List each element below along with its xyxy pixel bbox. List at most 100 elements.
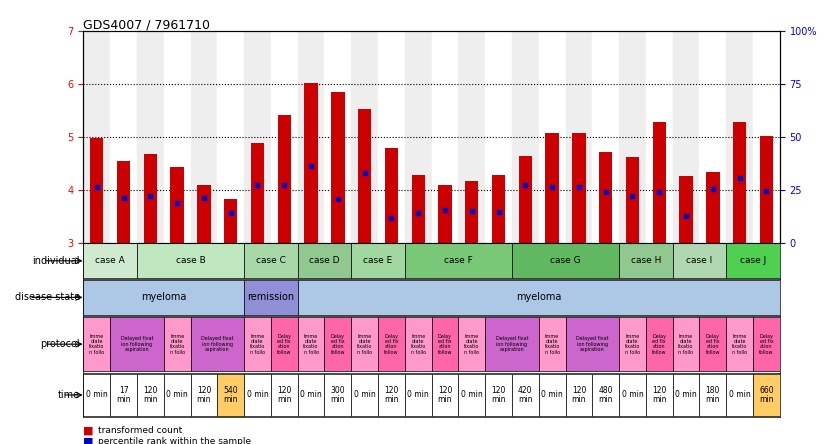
FancyBboxPatch shape bbox=[619, 373, 646, 416]
FancyBboxPatch shape bbox=[619, 243, 673, 278]
FancyBboxPatch shape bbox=[190, 317, 244, 372]
Bar bbox=[726, 31, 753, 242]
Text: 120
min: 120 min bbox=[652, 386, 666, 404]
Text: 0 min: 0 min bbox=[247, 390, 269, 400]
FancyBboxPatch shape bbox=[459, 317, 485, 372]
Bar bbox=[485, 31, 512, 242]
Text: Imme
diate
fixatio
n follo: Imme diate fixatio n follo bbox=[464, 333, 480, 355]
FancyBboxPatch shape bbox=[404, 317, 432, 372]
Text: 0 min: 0 min bbox=[407, 390, 429, 400]
FancyBboxPatch shape bbox=[565, 317, 619, 372]
Bar bbox=[117, 161, 130, 242]
FancyBboxPatch shape bbox=[137, 243, 244, 278]
FancyBboxPatch shape bbox=[646, 317, 673, 372]
FancyBboxPatch shape bbox=[298, 373, 324, 416]
Text: case B: case B bbox=[176, 256, 205, 266]
Bar bbox=[439, 186, 452, 242]
Text: case I: case I bbox=[686, 256, 712, 266]
FancyBboxPatch shape bbox=[700, 317, 726, 372]
Bar bbox=[331, 92, 344, 242]
Text: Imme
diate
fixatio
n follo: Imme diate fixatio n follo bbox=[357, 333, 372, 355]
Bar bbox=[700, 31, 726, 242]
Text: percentile rank within the sample: percentile rank within the sample bbox=[98, 437, 252, 444]
FancyBboxPatch shape bbox=[592, 373, 619, 416]
FancyBboxPatch shape bbox=[244, 280, 298, 315]
Text: individual: individual bbox=[33, 256, 80, 266]
Text: Imme
diate
fixatio
n follo: Imme diate fixatio n follo bbox=[89, 333, 104, 355]
Text: 120
min: 120 min bbox=[384, 386, 399, 404]
FancyBboxPatch shape bbox=[726, 373, 753, 416]
FancyBboxPatch shape bbox=[218, 373, 244, 416]
Bar bbox=[432, 31, 459, 242]
FancyBboxPatch shape bbox=[137, 373, 163, 416]
FancyBboxPatch shape bbox=[512, 373, 539, 416]
Text: 0 min: 0 min bbox=[541, 390, 563, 400]
Text: 0 min: 0 min bbox=[621, 390, 643, 400]
Bar bbox=[83, 31, 110, 242]
Bar bbox=[733, 122, 746, 242]
Bar bbox=[137, 31, 163, 242]
Text: ■: ■ bbox=[83, 437, 94, 444]
FancyBboxPatch shape bbox=[753, 373, 780, 416]
Text: Imme
diate
fixatio
n follo: Imme diate fixatio n follo bbox=[545, 333, 560, 355]
FancyBboxPatch shape bbox=[726, 243, 780, 278]
Text: transformed count: transformed count bbox=[98, 426, 183, 435]
Text: Imme
diate
fixatio
n follo: Imme diate fixatio n follo bbox=[304, 333, 319, 355]
Bar bbox=[706, 172, 720, 242]
FancyBboxPatch shape bbox=[244, 243, 298, 278]
FancyBboxPatch shape bbox=[190, 373, 218, 416]
FancyBboxPatch shape bbox=[298, 243, 351, 278]
Bar bbox=[197, 186, 211, 242]
Bar bbox=[351, 31, 378, 242]
FancyBboxPatch shape bbox=[726, 317, 753, 372]
Text: 420
min: 420 min bbox=[518, 386, 533, 404]
FancyBboxPatch shape bbox=[539, 373, 565, 416]
Text: Imme
diate
fixatio
n follo: Imme diate fixatio n follo bbox=[169, 333, 185, 355]
FancyBboxPatch shape bbox=[404, 243, 512, 278]
Text: remission: remission bbox=[248, 293, 294, 302]
Text: case F: case F bbox=[444, 256, 473, 266]
Text: Imme
diate
fixatio
n follo: Imme diate fixatio n follo bbox=[678, 333, 694, 355]
Text: case A: case A bbox=[95, 256, 125, 266]
Text: 0 min: 0 min bbox=[166, 390, 188, 400]
Bar bbox=[619, 31, 646, 242]
Text: case C: case C bbox=[256, 256, 286, 266]
Text: Imme
diate
fixatio
n follo: Imme diate fixatio n follo bbox=[250, 333, 265, 355]
Text: case J: case J bbox=[740, 256, 766, 266]
Text: 300
min: 300 min bbox=[330, 386, 345, 404]
FancyBboxPatch shape bbox=[673, 243, 726, 278]
FancyBboxPatch shape bbox=[378, 317, 404, 372]
Bar bbox=[760, 136, 773, 242]
FancyBboxPatch shape bbox=[673, 317, 700, 372]
FancyBboxPatch shape bbox=[378, 373, 404, 416]
Bar bbox=[324, 31, 351, 242]
FancyBboxPatch shape bbox=[753, 317, 780, 372]
Text: 120
min: 120 min bbox=[491, 386, 505, 404]
FancyBboxPatch shape bbox=[404, 373, 432, 416]
Text: case D: case D bbox=[309, 256, 339, 266]
Text: Delay
ed fix
ation
follow: Delay ed fix ation follow bbox=[330, 333, 345, 355]
Bar bbox=[251, 143, 264, 242]
Bar bbox=[599, 151, 612, 242]
Text: case H: case H bbox=[631, 256, 661, 266]
Bar bbox=[244, 31, 271, 242]
Bar bbox=[170, 167, 183, 242]
FancyBboxPatch shape bbox=[324, 373, 351, 416]
FancyBboxPatch shape bbox=[83, 373, 110, 416]
FancyBboxPatch shape bbox=[271, 373, 298, 416]
FancyBboxPatch shape bbox=[673, 373, 700, 416]
FancyBboxPatch shape bbox=[244, 317, 271, 372]
Text: Delay
ed fix
ation
follow: Delay ed fix ation follow bbox=[384, 333, 399, 355]
FancyBboxPatch shape bbox=[324, 317, 351, 372]
Bar bbox=[190, 31, 218, 242]
Text: ■: ■ bbox=[83, 426, 94, 436]
Text: 480
min: 480 min bbox=[599, 386, 613, 404]
Text: 120
min: 120 min bbox=[197, 386, 211, 404]
Bar bbox=[224, 199, 238, 242]
FancyBboxPatch shape bbox=[565, 373, 592, 416]
FancyBboxPatch shape bbox=[351, 243, 404, 278]
Bar bbox=[512, 31, 539, 242]
FancyBboxPatch shape bbox=[432, 373, 459, 416]
Bar bbox=[673, 31, 700, 242]
Bar bbox=[404, 31, 432, 242]
